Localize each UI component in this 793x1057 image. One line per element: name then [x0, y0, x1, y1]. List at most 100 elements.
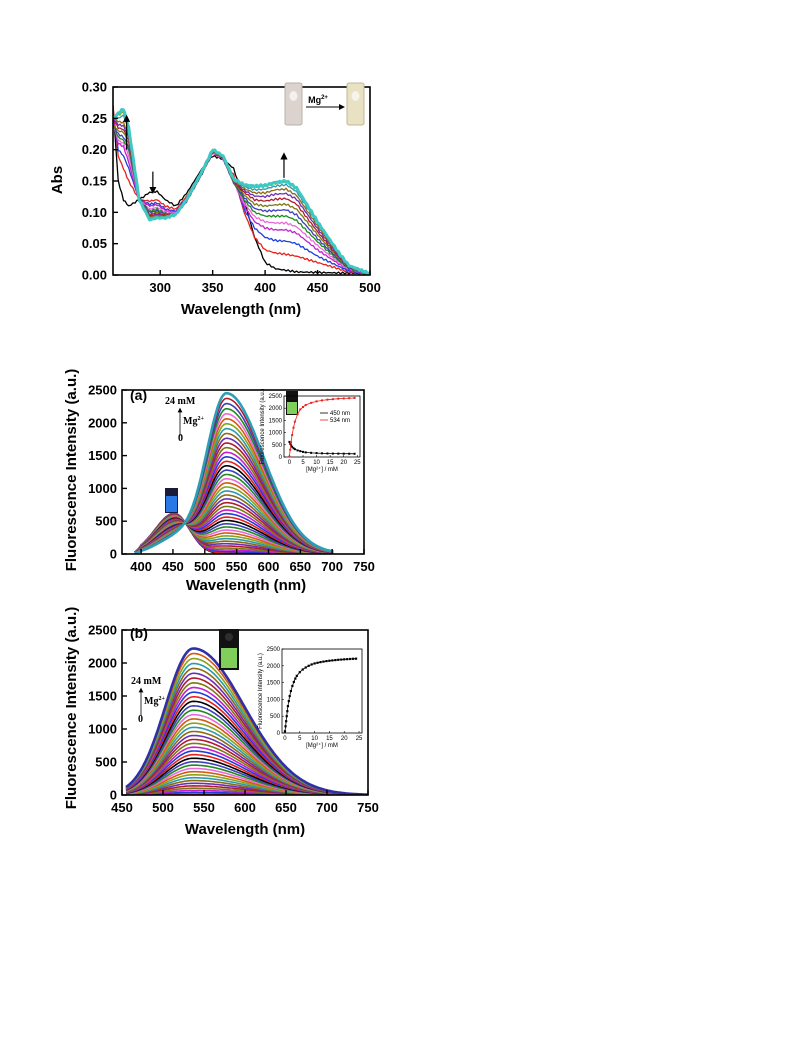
inset-a-y-tick-label: 500	[272, 443, 283, 449]
inset-a-point	[310, 451, 313, 454]
inset-a-point	[315, 452, 318, 455]
inset-b-point	[352, 657, 355, 660]
fluorescence-b-y-tick-label: 0	[110, 788, 117, 803]
panel-label-b: (b)	[130, 625, 148, 641]
fluorescence-chart-b: 450 500 550 600 650 700 7500500100015002000250…	[63, 607, 379, 838]
inset-a-point	[302, 405, 304, 408]
titration-min-label-a: 0	[178, 433, 183, 444]
absorbance-y-tick-label: 0.25	[82, 111, 107, 126]
fluorescence-a-x-tick-label: 750	[353, 559, 375, 574]
absorbance-x-tick-label: 300	[149, 280, 171, 295]
fluorescence-a-y-axis-title: Fluorescence Intensity (a.u.)	[63, 369, 80, 572]
inset-b-x-tick-label: 25	[356, 736, 363, 742]
inset-a-point	[353, 396, 356, 399]
inset-a-point	[342, 452, 345, 455]
inset-a-point	[291, 445, 294, 448]
inset-a-point	[299, 450, 302, 453]
fluorescence-b-tick-labels: 450 500 550 600 650 700 7500500100015002000250…	[88, 623, 379, 816]
inset-b-x-tick-label: 10	[311, 736, 318, 742]
inset-b-point	[284, 725, 287, 728]
inset-a-point	[342, 397, 345, 400]
titration-max-label-b: 24 mM	[131, 676, 162, 687]
vial-before-bubble	[289, 91, 298, 101]
fluorescence-b-inset-chart: 0 5 10 15 20 25 0 500 1000 1500 2000 2500 [Mg²⁺] / m…	[258, 647, 363, 749]
inset-a-point	[290, 441, 293, 444]
inset-a-y-tick-label: 0	[279, 455, 283, 461]
inset-b-point	[283, 730, 287, 733]
fluorescence-a-inset-chart: 0 5 10 15 20 25 0 500 1000 1500 2000 2500 450 nm534 …	[260, 389, 361, 473]
inset-b-point	[285, 715, 288, 718]
inset-b-point	[304, 666, 307, 669]
inset-b-point	[285, 720, 288, 723]
inset-b-point	[287, 699, 290, 703]
inset-b-point	[292, 680, 295, 684]
inset-b-point	[319, 661, 322, 664]
inset-b-point	[289, 689, 292, 693]
inset-a-x-tick-label: 20	[340, 460, 347, 466]
inset-a-point	[293, 448, 296, 451]
fluorescence-a-y-tick-label: 2000	[88, 415, 117, 430]
inset-a-legend-label: 534 nm	[330, 418, 350, 424]
vial-before-image	[284, 82, 303, 126]
inset-a-point	[348, 397, 351, 400]
inset-a-x-tick-label: 15	[327, 460, 334, 466]
inset-a-legend-label: 450 nm	[330, 411, 350, 417]
absorbance-y-tick-label: 0.10	[82, 205, 107, 220]
vials-a	[165, 391, 298, 513]
inset-a-point	[326, 398, 329, 401]
titration-reagent-label-a: Mg2+	[183, 416, 204, 427]
titration-reagent-label-b: Mg2+	[144, 696, 165, 707]
fluorescence-a-x-tick-label: 550	[226, 559, 248, 574]
inset-b-series-line	[284, 658, 357, 732]
inset-a-y-axis-title: Fluorescence Intensity (a.u.)	[260, 389, 266, 465]
inset-a-y-tick-label: 2500	[269, 394, 283, 400]
fluorescence-b-y-tick-label: 500	[95, 755, 117, 770]
fluorescence-a-series-line	[134, 391, 334, 554]
fluorescence-a-axes	[121, 389, 365, 555]
fluorescence-b-x-tick-label: 450	[111, 800, 133, 815]
vial-blue-glow	[166, 496, 177, 512]
absorbance-axes	[112, 86, 371, 276]
inset-b-frame	[281, 648, 363, 734]
inset-b-point	[346, 658, 349, 661]
absorbance-x-tick-label: 350	[202, 280, 224, 295]
fluorescence-b-axes	[121, 629, 369, 796]
inset-a-point	[304, 404, 307, 407]
inset-a-point	[293, 420, 296, 423]
inset-b-y-tick-label: 1500	[267, 681, 281, 687]
inset-b-y-tick-label: 2500	[267, 647, 281, 653]
inset-a-point	[321, 452, 323, 455]
titration-max-label-a: 24 mM	[165, 396, 196, 407]
inset-a-point	[292, 447, 295, 450]
fluorescence-a-x-tick-label: 500	[194, 559, 216, 574]
inset-b-point	[310, 663, 313, 666]
fluorescence-b-y-axis-title: Fluorescence Intensity (a.u.)	[63, 607, 80, 810]
fluorescence-a-x-tick-label: 700	[321, 559, 343, 574]
inset-b-axes	[281, 648, 363, 734]
fluorescence-chart-a: 400 450 500 550 600 650 700 7500500100015002000…	[63, 369, 375, 594]
absorbance-y-tick-label: 0.00	[82, 268, 107, 283]
absorbance-y-tick-label: 0.20	[82, 142, 107, 157]
fluorescence-b-y-tick-label: 2500	[88, 623, 117, 638]
inset-b-point	[307, 664, 310, 667]
fluorescence-a-x-axis-title: Wavelength (nm)	[186, 577, 306, 594]
inset-b-point	[331, 659, 334, 662]
inset-b-point	[316, 661, 319, 664]
absorbance-series-line	[113, 108, 370, 275]
inset-a-x-axis-title: [Mg²⁺] / mM	[306, 466, 338, 473]
panel-label-a: (a)	[130, 387, 147, 403]
inset-b-point	[349, 657, 352, 661]
vials-b	[219, 629, 239, 670]
fluorescence-a-x-tick-label: 450	[162, 559, 184, 574]
inset-b-x-tick-label: 5	[298, 736, 302, 742]
fluorescence-a-frame	[121, 389, 365, 555]
inset-a-point	[291, 434, 294, 437]
absorbance-y-tick-label: 0.05	[82, 236, 107, 251]
reaction-reagent-label: Mg2+	[308, 95, 328, 105]
inset-b-point	[301, 668, 304, 671]
absorbance-x-tick-label: 450	[307, 280, 329, 295]
inset-b-point	[291, 684, 294, 688]
absorbance-y-tick-label: 0.30	[82, 80, 107, 95]
inset-a-point	[310, 401, 313, 404]
